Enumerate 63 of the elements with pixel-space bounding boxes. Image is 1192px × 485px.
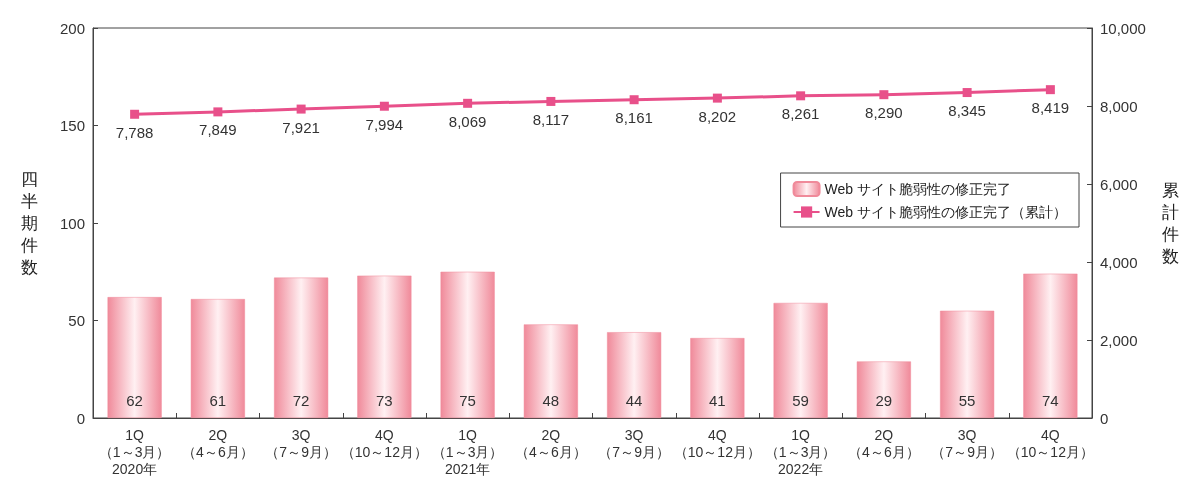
data-label: 61	[209, 392, 227, 409]
data-label: 8,345	[948, 102, 986, 120]
x-tick-label: 1Q （1～3月） 2020年	[98, 426, 171, 477]
bar	[190, 299, 245, 418]
data-label: 8,419	[1031, 99, 1070, 117]
x-tick-label: 4Q （10～12月）	[1006, 426, 1094, 460]
data-label: 8,290	[865, 104, 903, 122]
bar	[107, 297, 162, 418]
y-tick-label: 100	[59, 214, 85, 232]
y2-tick-label: 4,000	[1100, 253, 1138, 271]
y-tick-label: 0	[76, 409, 85, 427]
data-label: 8,117	[532, 110, 570, 128]
bar	[940, 310, 995, 418]
data-label: 7,994	[365, 115, 404, 133]
data-label: 7,921	[282, 118, 320, 136]
x-tick-label: 1Q （1～3月） 2021年	[431, 426, 504, 477]
data-label: 7,849	[199, 121, 237, 139]
y-tick-label: 150	[59, 117, 85, 134]
bar	[357, 275, 412, 418]
y2-tick-label: 0	[1100, 409, 1109, 427]
y2-tick-label: 2,000	[1100, 331, 1138, 349]
bar	[1023, 273, 1078, 418]
y2-axis-title: 累計件数	[1162, 180, 1179, 266]
data-label: 59	[792, 392, 809, 409]
bar	[773, 302, 828, 418]
data-label: 72	[292, 392, 310, 409]
data-label: 41	[709, 392, 726, 409]
x-tick-label: 3Q （7～9月）	[931, 426, 1003, 460]
bar	[440, 271, 495, 418]
data-label: 75	[459, 392, 476, 409]
bar	[274, 277, 329, 418]
data-label: 29	[875, 392, 893, 409]
y2-tick-label: 8,000	[1100, 97, 1138, 115]
bar	[523, 324, 578, 418]
data-label: 55	[958, 392, 976, 409]
bar	[690, 338, 745, 418]
x-tick-label: 1Q （1～3月） 2022年	[764, 426, 837, 477]
data-label: 48	[542, 392, 560, 409]
x-tick-label: 2Q （4～6月）	[182, 426, 254, 460]
y-tick-label: 200	[59, 19, 85, 37]
data-label: 7,788	[115, 123, 154, 141]
data-label: 44	[625, 392, 643, 409]
x-tick-label: 3Q （7～9月）	[598, 426, 670, 460]
legend-label: Web サイト脆弱性の修正完了	[824, 181, 1012, 197]
legend-label: Web サイト脆弱性の修正完了（累計）	[824, 204, 1068, 220]
data-label: 62	[126, 392, 143, 409]
x-tick-label: 3Q （7～9月）	[265, 426, 337, 460]
x-tick-label: 2Q （4～6月）	[848, 426, 920, 460]
data-label: 8,202	[698, 107, 737, 125]
x-tick-label: 4Q （10～12月）	[673, 426, 761, 460]
y-axis-title: 四半期件数	[21, 169, 38, 277]
data-label: 8,261	[781, 105, 820, 123]
bar	[856, 361, 911, 418]
y2-tick-label: 6,000	[1100, 175, 1138, 193]
x-tick-label: 4Q （10～12月）	[340, 426, 428, 460]
bar	[607, 332, 662, 418]
data-label: 73	[376, 392, 393, 409]
y-tick-label: 50	[68, 312, 85, 329]
data-label: 8,161	[615, 109, 653, 127]
y2-tick-label: 10,000	[1100, 19, 1146, 37]
data-label: 8,069	[448, 112, 487, 130]
x-tick-label: 2Q （4～6月）	[515, 426, 587, 460]
data-label: 74	[1042, 392, 1059, 409]
